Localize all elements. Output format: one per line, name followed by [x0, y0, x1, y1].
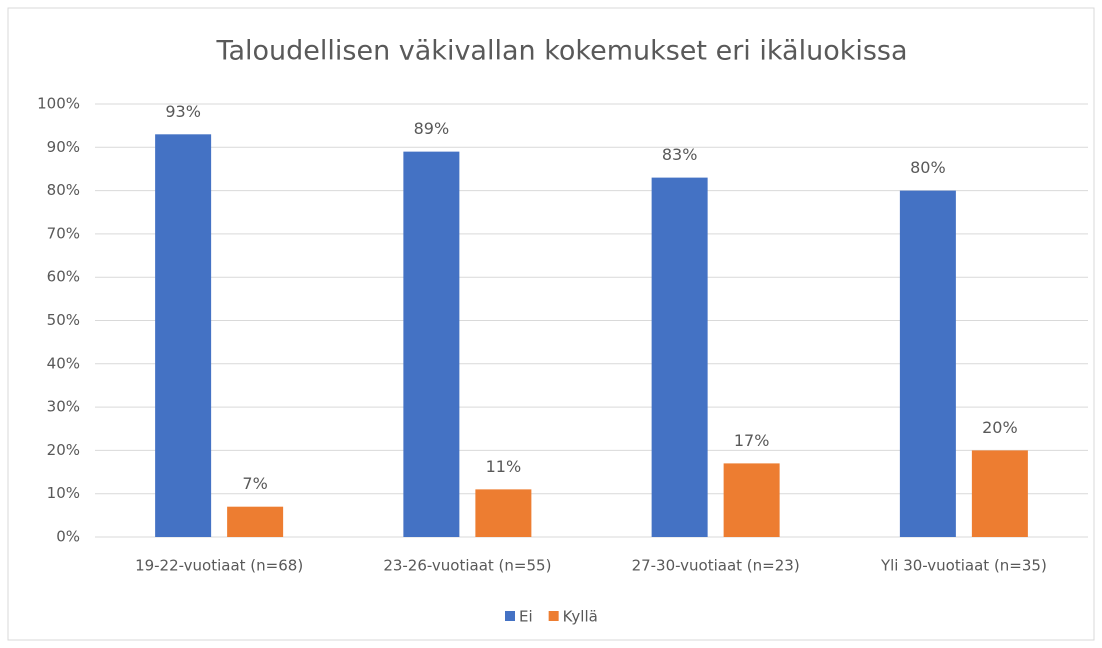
- data-label: 83%: [662, 145, 698, 164]
- y-tick-label: 50%: [47, 311, 80, 329]
- data-label: 93%: [165, 102, 201, 121]
- bar: [475, 489, 532, 537]
- bar: [403, 151, 460, 537]
- chart-title: Taloudellisen väkivallan kokemukset eri …: [215, 36, 907, 67]
- x-tick-label: 23-26-vuotiaat (n=55): [383, 557, 551, 575]
- x-tick-label: Yli 30-vuotiaat (n=35): [880, 557, 1047, 575]
- y-tick-label: 30%: [47, 398, 80, 416]
- data-label: 20%: [982, 418, 1018, 437]
- y-tick-label: 20%: [47, 441, 80, 459]
- bar: [899, 190, 956, 537]
- data-label: 80%: [910, 158, 946, 177]
- data-label: 17%: [734, 431, 770, 450]
- x-tick-label: 19-22-vuotiaat (n=68): [135, 557, 303, 575]
- legend-label: Ei: [519, 608, 533, 626]
- y-tick-label: 40%: [47, 354, 80, 372]
- data-label: 89%: [414, 119, 450, 138]
- legend-label: Kyllä: [563, 608, 598, 626]
- bar: [651, 177, 708, 538]
- bar: [155, 134, 212, 537]
- y-tick-label: 70%: [47, 224, 80, 242]
- bar: [723, 463, 780, 537]
- y-tick-label: 0%: [56, 528, 80, 546]
- bar: [971, 450, 1028, 537]
- y-tick-label: 60%: [47, 268, 80, 286]
- x-tick-label: 27-30-vuotiaat (n=23): [632, 557, 800, 575]
- y-tick-label: 100%: [37, 95, 80, 113]
- legend-swatch: [505, 611, 515, 621]
- y-tick-label: 90%: [47, 138, 80, 156]
- data-label: 11%: [486, 457, 522, 476]
- data-label: 7%: [242, 474, 267, 493]
- legend-swatch: [548, 611, 559, 621]
- y-tick-label: 80%: [47, 181, 80, 199]
- bar: [227, 506, 284, 537]
- y-tick-label: 10%: [47, 484, 80, 502]
